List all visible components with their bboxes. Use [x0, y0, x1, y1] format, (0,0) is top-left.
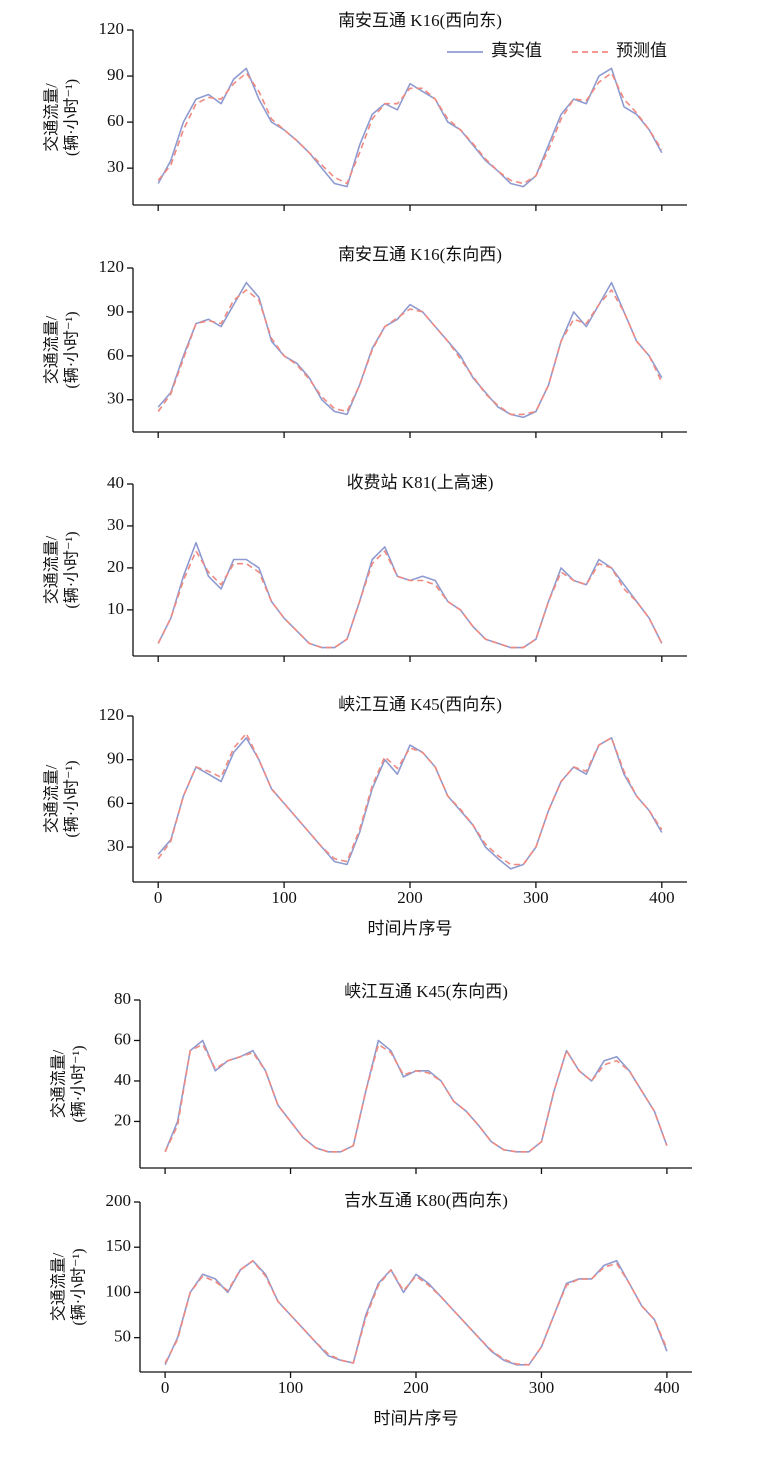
y-tick-label: 90 [107, 65, 124, 84]
y-tick-label: 60 [107, 111, 124, 130]
series-line [157, 737, 663, 870]
x-tick-label: 100 [278, 1378, 304, 1397]
y-axis-label: (辆·小时⁻¹) [63, 311, 81, 388]
series-line [157, 67, 663, 188]
y-tick-label: 40 [114, 1070, 131, 1089]
y-tick-label: 100 [106, 1281, 132, 1300]
y-tick-label: 30 [107, 157, 124, 176]
series-line [157, 289, 663, 416]
y-axis-label: 交通流量/ [43, 83, 61, 152]
y-axis-label: 交通流量/ [43, 764, 61, 833]
y-axis-label: 交通流量/ [43, 315, 61, 384]
x-tick-label: 300 [523, 888, 549, 907]
legend-label: 预测值 [616, 41, 667, 60]
series-line [157, 732, 663, 866]
y-tick-label: 90 [107, 749, 124, 768]
series-line [157, 281, 663, 419]
y-axis-label: (辆·小时⁻¹) [63, 79, 81, 156]
y-axis-label: 交通流量/ [43, 535, 61, 604]
y-tick-label: 20 [114, 1110, 131, 1129]
y-tick-label: 120 [99, 19, 125, 38]
y-tick-label: 20 [107, 557, 124, 576]
y-tick-label: 200 [106, 1191, 132, 1210]
y-tick-label: 60 [107, 792, 124, 811]
y-axis-label: (辆·小时⁻¹) [63, 760, 81, 837]
series-line [157, 541, 663, 649]
x-tick-label: 0 [154, 888, 163, 907]
y-tick-label: 80 [114, 989, 131, 1008]
y-tick-label: 150 [106, 1236, 132, 1255]
y-axis-label: (辆·小时⁻¹) [63, 531, 81, 608]
x-tick-label: 400 [649, 888, 675, 907]
y-tick-label: 60 [107, 345, 124, 364]
x-tick-label: 200 [403, 1378, 429, 1397]
series-line [157, 550, 663, 649]
y-tick-label: 10 [107, 599, 124, 618]
y-tick-label: 30 [107, 836, 124, 855]
chart-title: 峡江互通 K45(西向东) [338, 695, 502, 714]
series-line [164, 1260, 668, 1366]
chart-title: 峡江互通 K45(东向西) [344, 982, 508, 1001]
y-tick-label: 50 [114, 1327, 131, 1346]
x-axis-label: 时间片序号 [368, 919, 453, 938]
x-tick-label: 200 [397, 888, 423, 907]
series-line [157, 72, 663, 185]
y-tick-label: 120 [99, 257, 125, 276]
chart-title: 收费站 K81(上高速) [347, 473, 494, 492]
y-tick-label: 30 [107, 389, 124, 408]
chart-title: 南安互通 K16(东向西) [338, 245, 502, 264]
x-tick-label: 400 [654, 1378, 680, 1397]
x-tick-label: 0 [161, 1378, 170, 1397]
chart-title: 南安互通 K16(西向东) [338, 11, 502, 30]
y-axis-label: 交通流量/ [50, 1049, 68, 1118]
y-axis-label: 交通流量/ [50, 1252, 68, 1321]
y-tick-label: 30 [107, 515, 124, 534]
series-line [164, 1260, 668, 1366]
y-tick-label: 40 [107, 473, 124, 492]
legend-label: 真实值 [491, 41, 542, 60]
chart-title: 吉水互通 K80(西向东) [344, 1191, 508, 1210]
y-tick-label: 60 [114, 1029, 131, 1048]
y-tick-label: 120 [99, 705, 125, 724]
x-axis-label: 时间片序号 [374, 1409, 459, 1428]
y-axis-label: (辆·小时⁻¹) [70, 1248, 88, 1325]
y-tick-label: 90 [107, 301, 124, 320]
y-axis-label: (辆·小时⁻¹) [70, 1045, 88, 1122]
x-tick-label: 300 [529, 1378, 555, 1397]
series-line [164, 1043, 668, 1153]
x-tick-label: 100 [271, 888, 297, 907]
